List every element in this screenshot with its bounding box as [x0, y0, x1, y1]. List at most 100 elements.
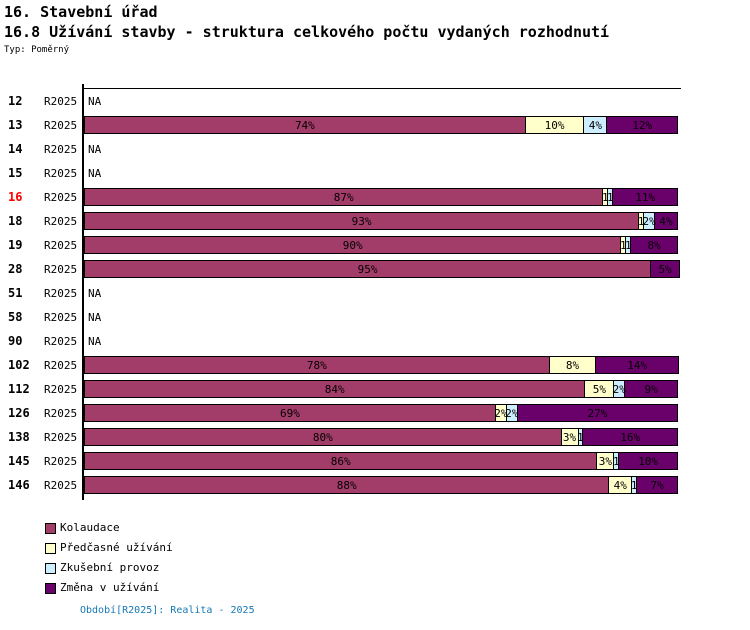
legend-label: Kolaudace: [60, 521, 120, 534]
bar-segment-kolaudace: 90%: [84, 236, 622, 254]
bar-segment-predcasne-uzivani: 1: [602, 188, 609, 206]
bar-segment-zmena-v-uzivani: 27%: [516, 404, 678, 422]
period-footer: Období[R2025]: Realita - 2025: [80, 605, 255, 616]
bar-segment-label: 16%: [620, 430, 641, 444]
bar-segment-label: 7%: [650, 478, 664, 492]
bar-segment-label: 1: [577, 430, 584, 444]
bar-segment-zmena-v-uzivani: 14%: [595, 356, 679, 374]
bar-segment-predcasne-uzivani: 1: [638, 212, 645, 230]
row-na-value: NA: [88, 95, 102, 108]
bar-segment-zmena-v-uzivani: 8%: [630, 236, 678, 254]
bar-segment-label: 2%: [642, 214, 656, 228]
legend-label: Předčasné užívání: [60, 541, 173, 554]
row-period-label: R2025: [44, 263, 78, 276]
row-category-label: 138: [8, 430, 30, 444]
bar-segment-label: 87%: [333, 190, 354, 204]
row-na-value: NA: [88, 287, 102, 300]
row-period-label: R2025: [44, 359, 78, 372]
row-period-label: R2025: [44, 215, 78, 228]
bar-segment-label: 3%: [598, 454, 612, 468]
bar-segment-label: 2%: [505, 406, 519, 420]
stacked-bar: 95% 5%: [84, 260, 681, 278]
stacked-bar: 74% 10% 4% 12%: [84, 116, 681, 134]
row-period-label: R2025: [44, 287, 78, 300]
bar-segment-label: 10%: [544, 118, 565, 132]
bar-segment-kolaudace: 93%: [84, 212, 640, 230]
bar-segment-label: 74%: [294, 118, 315, 132]
chart-type-label: Typ: Poměrný: [4, 45, 70, 55]
bar-segment-zkusebni-provoz: 4%: [583, 116, 608, 134]
bar-segment-label: 4%: [613, 478, 627, 492]
bar-segment-label: 93%: [351, 214, 372, 228]
row-category-label: 145: [8, 454, 30, 468]
bar-segment-label: 12%: [632, 118, 653, 132]
bar-segment-zmena-v-uzivani: 4%: [654, 212, 678, 230]
bar-segment-label: 1: [602, 190, 609, 204]
row-category-label: 19: [8, 238, 23, 252]
bar-segment-kolaudace: 69%: [84, 404, 496, 422]
row-period-label: R2025: [44, 431, 78, 444]
bar-segment-zkusebni-provoz: 1: [631, 476, 638, 494]
y-axis-line: [82, 84, 84, 500]
bar-segment-label: 86%: [330, 454, 351, 468]
bar-segment-label: 1: [612, 454, 620, 468]
stacked-bar: 93% 1 2% 4%: [84, 212, 681, 230]
row-category-label: 15: [8, 166, 23, 180]
row-category-label: 14: [8, 142, 23, 156]
bar-segment-kolaudace: 80%: [84, 428, 562, 446]
row-period-label: R2025: [44, 95, 78, 108]
row-category-label: 16: [8, 190, 23, 204]
row-category-label: 12: [8, 94, 23, 108]
bar-segment-label: 5%: [658, 262, 672, 276]
bar-segment-label: 2%: [494, 406, 508, 420]
bar-segment-zmena-v-uzivani: 9%: [624, 380, 678, 398]
bar-segment-zkusebni-provoz: 2%: [642, 212, 656, 230]
legend-label: Změna v užívání: [60, 581, 160, 594]
stacked-bar: 90% 1 1 8%: [84, 236, 681, 254]
stacked-bar: 78% 8% 14%: [84, 356, 681, 374]
row-category-label: 112: [8, 382, 30, 396]
bar-segment-zkusebni-provoz: 2%: [505, 404, 519, 422]
row-period-label: R2025: [44, 335, 78, 348]
legend-swatch: [45, 523, 56, 534]
bar-segment-label: 8%: [565, 358, 580, 372]
row-category-label: 51: [8, 286, 23, 300]
bar-segment-predcasne-uzivani: 5%: [584, 380, 615, 398]
bar-segment-predcasne-uzivani: 3%: [596, 452, 615, 470]
bar-segment-label: 27%: [587, 406, 608, 420]
stacked-bar: 86% 3% 1 10%: [84, 452, 681, 470]
bar-segment-zmena-v-uzivani: 10%: [618, 452, 678, 470]
legend-swatch: [45, 583, 56, 594]
bar-segment-zmena-v-uzivani: 5%: [650, 260, 680, 278]
bar-segment-zmena-v-uzivani: 11%: [612, 188, 678, 206]
legend-label: Zkušební provoz: [60, 561, 160, 574]
row-na-value: NA: [88, 311, 102, 324]
bar-segment-label: 14%: [627, 358, 648, 372]
row-period-label: R2025: [44, 455, 78, 468]
row-category-label: 90: [8, 334, 23, 348]
row-period-label: R2025: [44, 191, 78, 204]
stacked-bar: 88% 4% 1 7%: [84, 476, 681, 494]
bar-segment-kolaudace: 86%: [84, 452, 598, 470]
bar-segment-label: 80%: [312, 430, 333, 444]
bar-segment-zkusebni-provoz: 1: [577, 428, 584, 446]
bar-segment-predcasne-uzivani: 10%: [524, 116, 585, 134]
bar-segment-zkusebni-provoz: 1: [624, 236, 632, 254]
bar-segment-zkusebni-provoz: 1: [612, 452, 620, 470]
bar-segment-predcasne-uzivani: 8%: [548, 356, 597, 374]
row-period-label: R2025: [44, 167, 78, 180]
bar-segment-zkusebni-provoz: 2%: [613, 380, 626, 398]
legend-swatch: [45, 543, 56, 554]
bar-segment-label: 3%: [562, 430, 577, 444]
bar-segment-label: 1: [624, 238, 632, 252]
bar-segment-predcasne-uzivani: 4%: [608, 476, 633, 494]
row-na-value: NA: [88, 143, 102, 156]
bar-segment-zmena-v-uzivani: 7%: [636, 476, 678, 494]
row-category-label: 58: [8, 310, 23, 324]
bar-segment-label: 10%: [638, 454, 659, 468]
bar-segment-zmena-v-uzivani: 16%: [582, 428, 678, 446]
row-period-label: R2025: [44, 407, 78, 420]
bar-segment-label: 78%: [306, 358, 327, 372]
